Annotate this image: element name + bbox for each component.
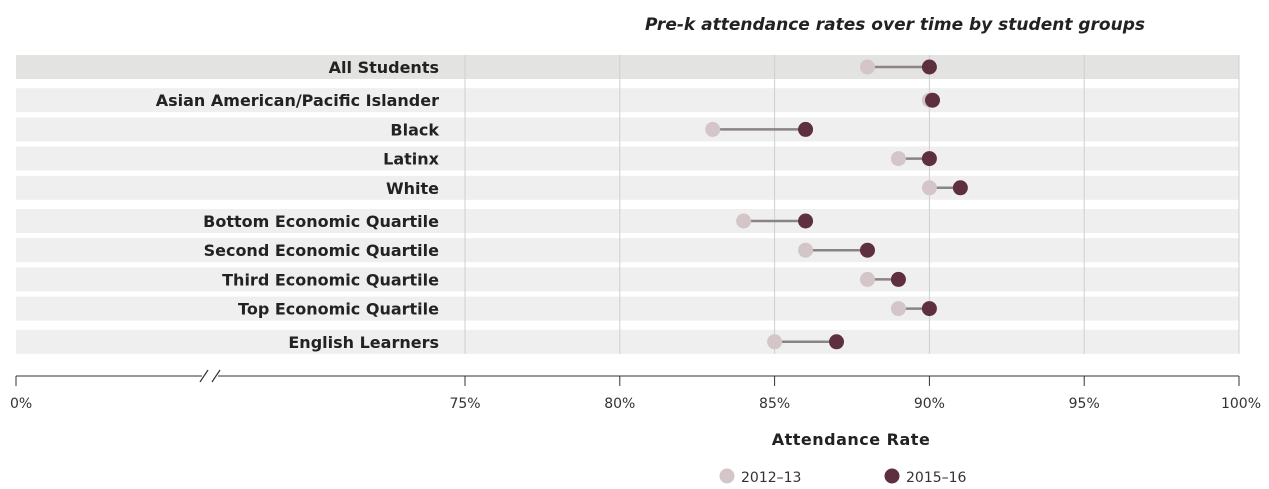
row-bg-black [16,117,1239,142]
point-2015-16-english-learners [829,334,845,350]
point-2015-16-third-economic-quartile [890,271,906,287]
tick-label-85: 85% [759,396,790,412]
row-bg-white [16,175,1239,200]
point-2012-13-all-students [859,59,875,75]
x-axis: 0% 75% 80% 85% 90% 95% 100% [10,369,1261,412]
axis-break-mark-2 [211,369,221,383]
data-marks [705,59,968,350]
category-label-bottom-economic-quartile: Bottom Economic Quartile [203,212,439,231]
point-2015-16-all-students [921,59,937,75]
category-label-english-learners: English Learners [288,333,439,352]
legend-label-2015-16: 2015–16 [906,470,967,486]
category-label-black: Black [390,120,439,139]
legend-marker-2012-13 [719,468,735,484]
point-2015-16-latinx [921,151,937,167]
point-2012-13-third-economic-quartile [859,271,875,287]
row-bg-latinx [16,146,1239,171]
legend-marker-2015-16 [884,468,900,484]
category-label-all-students: All Students [329,58,439,77]
point-2015-16-top-economic-quartile [921,301,937,317]
row-bg-all-students [16,55,1239,79]
row-bg-second-economic-quartile [16,238,1239,263]
tick-label-100: 100% [1221,396,1261,412]
point-2012-13-english-learners [767,334,783,350]
point-2012-13-latinx [890,151,906,167]
chart-title: Pre-k attendance rates over time by stud… [645,15,1145,35]
row-bg-english-learners [16,329,1239,354]
category-labels: All Students Asian American/Pacific Islan… [156,58,440,352]
point-2015-16-second-economic-quartile [859,242,875,258]
legend-label-2012-13: 2012–13 [741,470,801,486]
category-label-top-economic-quartile: Top Economic Quartile [238,300,439,319]
tick-label-80: 80% [604,396,635,412]
point-2012-13-bottom-economic-quartile [736,213,752,229]
row-bg-third-economic-quartile [16,267,1239,292]
category-label-latinx: Latinx [383,150,440,169]
row-bg-asian-american-pacific-islander [16,88,1239,113]
category-label-asian-american-pacific-islander: Asian American/Pacific Islander [156,91,439,110]
tick-label-90: 90% [914,396,945,412]
category-label-second-economic-quartile: Second Economic Quartile [204,241,440,260]
point-2015-16-white [952,180,968,196]
tick-label-75: 75% [449,396,480,412]
point-2012-13-black [705,121,721,137]
point-2012-13-white [921,180,937,196]
point-2012-13-top-economic-quartile [890,301,906,317]
row-bg-top-economic-quartile [16,296,1239,321]
point-2015-16-asian-american-pacific-islander [924,92,940,108]
tick-label-0: 0% [10,396,32,412]
tick-label-95: 95% [1069,396,1100,412]
point-2015-16-bottom-economic-quartile [798,213,814,229]
category-label-third-economic-quartile: Third Economic Quartile [222,270,439,289]
x-axis-title: Attendance Rate [772,430,931,449]
axis-break-mark-1 [199,369,209,383]
category-label-white: White [386,179,439,198]
point-2015-16-black [798,121,814,137]
point-2012-13-second-economic-quartile [798,242,814,258]
row-bg-bottom-economic-quartile [16,209,1239,233]
legend: 2012–13 2015–16 [719,468,967,486]
row-backgrounds [16,55,1239,354]
